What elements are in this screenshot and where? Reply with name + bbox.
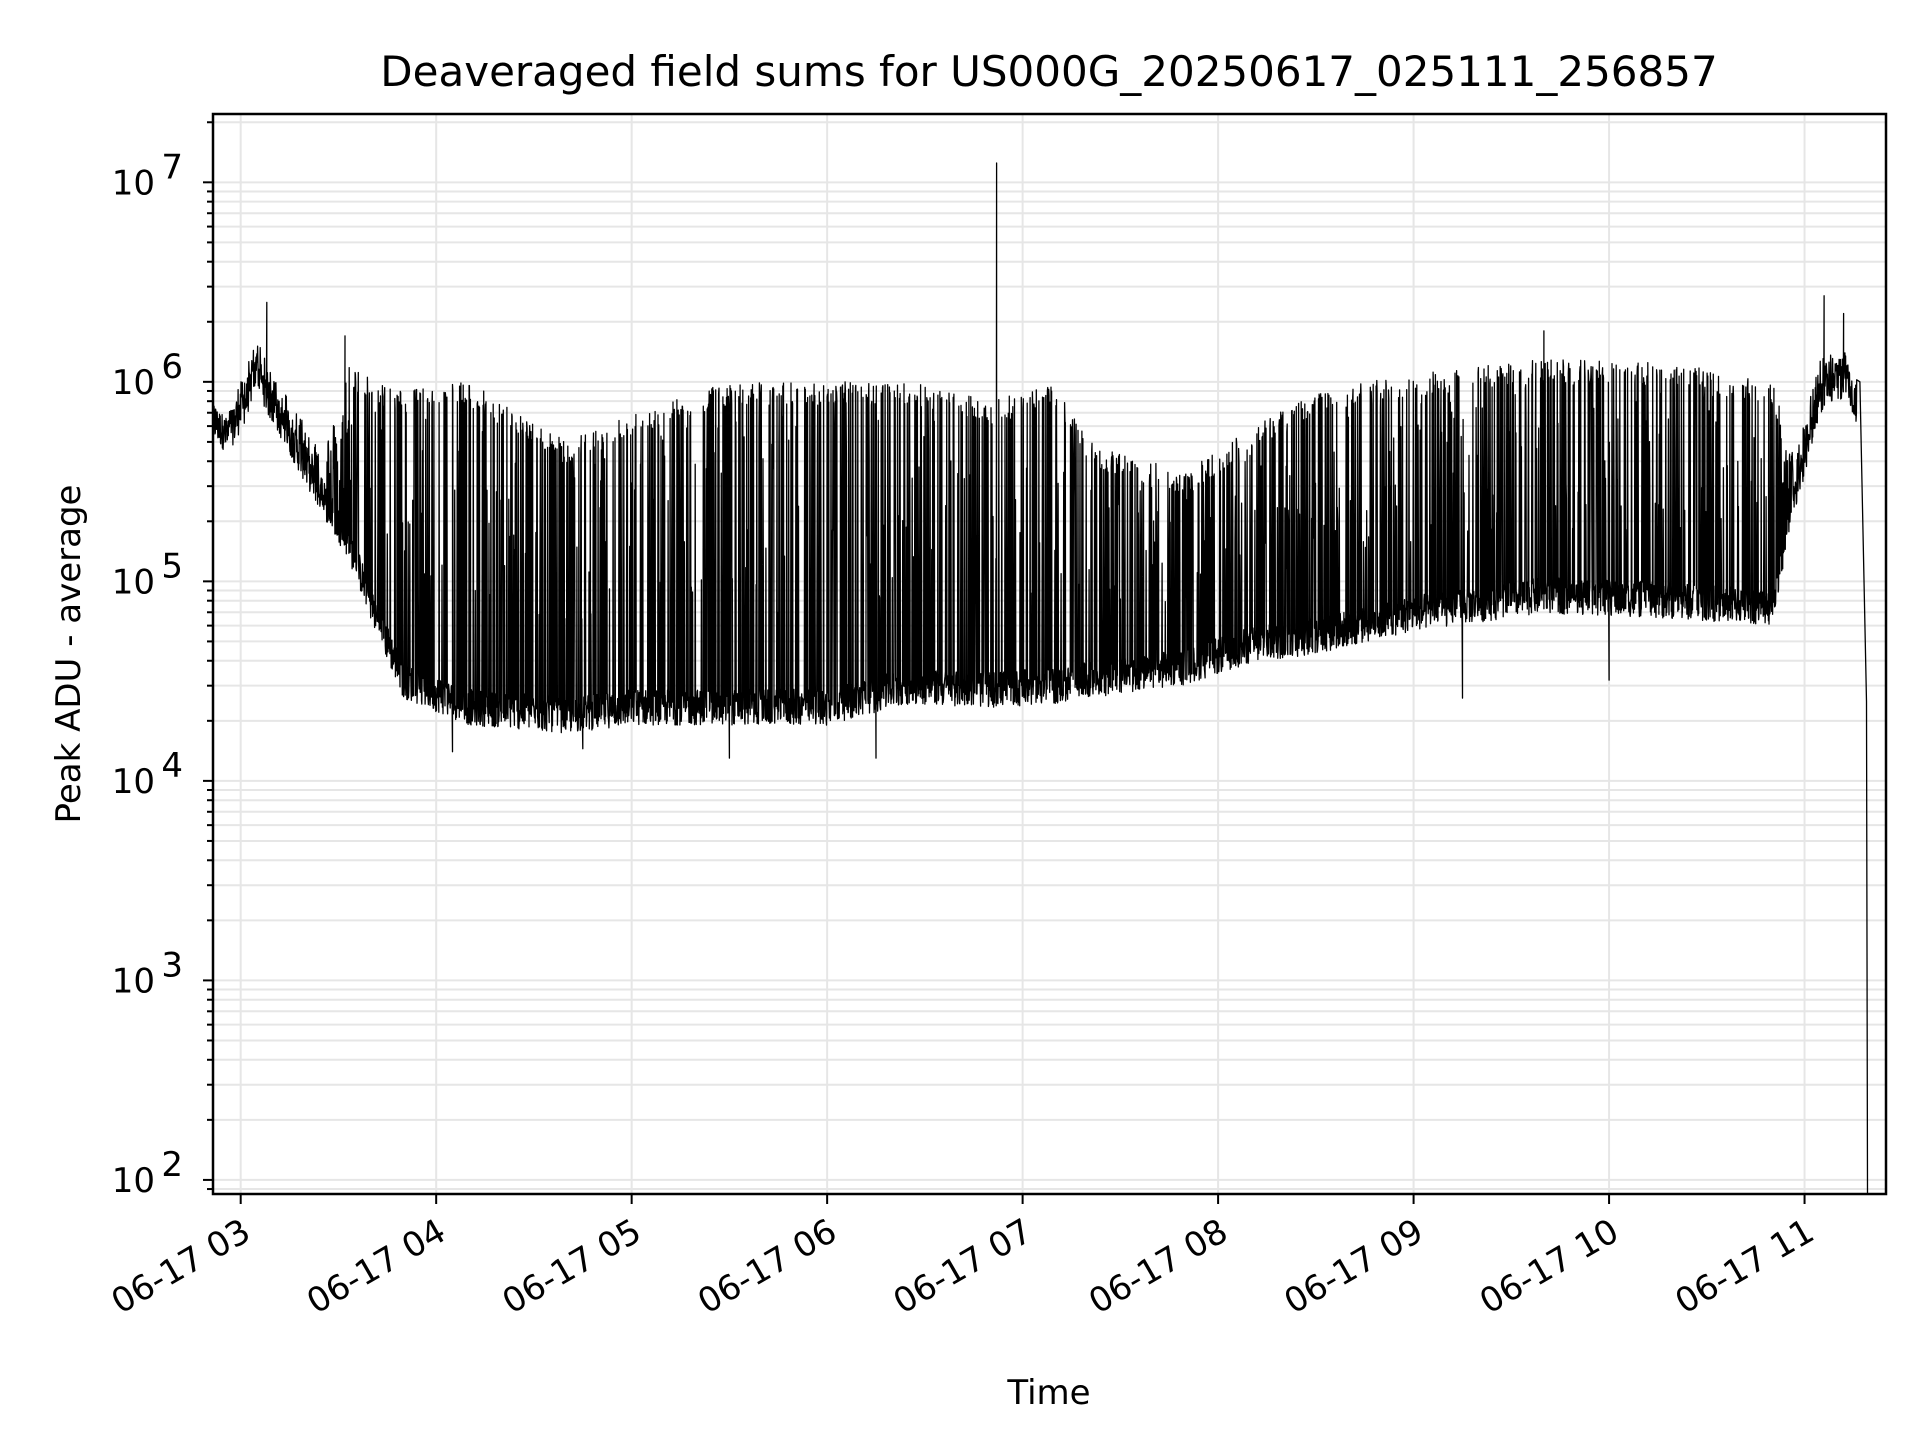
y-tick-exponent: 3 [161, 945, 183, 985]
plot-frame [211, 112, 1888, 1196]
x-tick-label: 06-17 09 [1278, 1211, 1430, 1322]
x-tick-label: 06-17 11 [1669, 1211, 1821, 1322]
x-tick-label: 06-17 04 [300, 1211, 452, 1322]
y-tick-label: 10 [112, 363, 155, 403]
x-tick-label: 06-17 10 [1473, 1211, 1625, 1322]
y-tick-label: 10 [112, 1161, 155, 1201]
y-tick-exponent: 7 [161, 147, 183, 187]
y-tick-label: 10 [112, 163, 155, 203]
chart-title: Deaveraged field sums for US000G_2025061… [380, 47, 1717, 96]
y-tick-label: 10 [112, 762, 155, 802]
x-tick-label: 06-17 07 [887, 1211, 1039, 1322]
y-tick-exponent: 2 [161, 1145, 183, 1185]
x-axis-label: Time [1006, 1373, 1090, 1413]
x-tick-label: 06-17 08 [1082, 1211, 1234, 1322]
series-layer [212, 162, 1869, 1195]
x-tick-label: 06-17 06 [691, 1211, 843, 1322]
y-tick-exponent: 5 [161, 546, 183, 586]
x-tick-label: 06-17 03 [105, 1211, 257, 1322]
x-tick-label: 06-17 05 [496, 1211, 648, 1322]
y-tick-label: 10 [112, 562, 155, 602]
data-series-line [212, 162, 1869, 1195]
y-tick-exponent: 4 [161, 746, 183, 786]
y-tick-exponent: 6 [161, 347, 183, 387]
x-axis-ticks: 06-17 03 06-17 04 06-17 05 06-17 06 06-17 07… [105, 1194, 1821, 1322]
y-tick-label: 10 [112, 961, 155, 1001]
y-axis-label: Peak ADU - average [49, 485, 89, 824]
